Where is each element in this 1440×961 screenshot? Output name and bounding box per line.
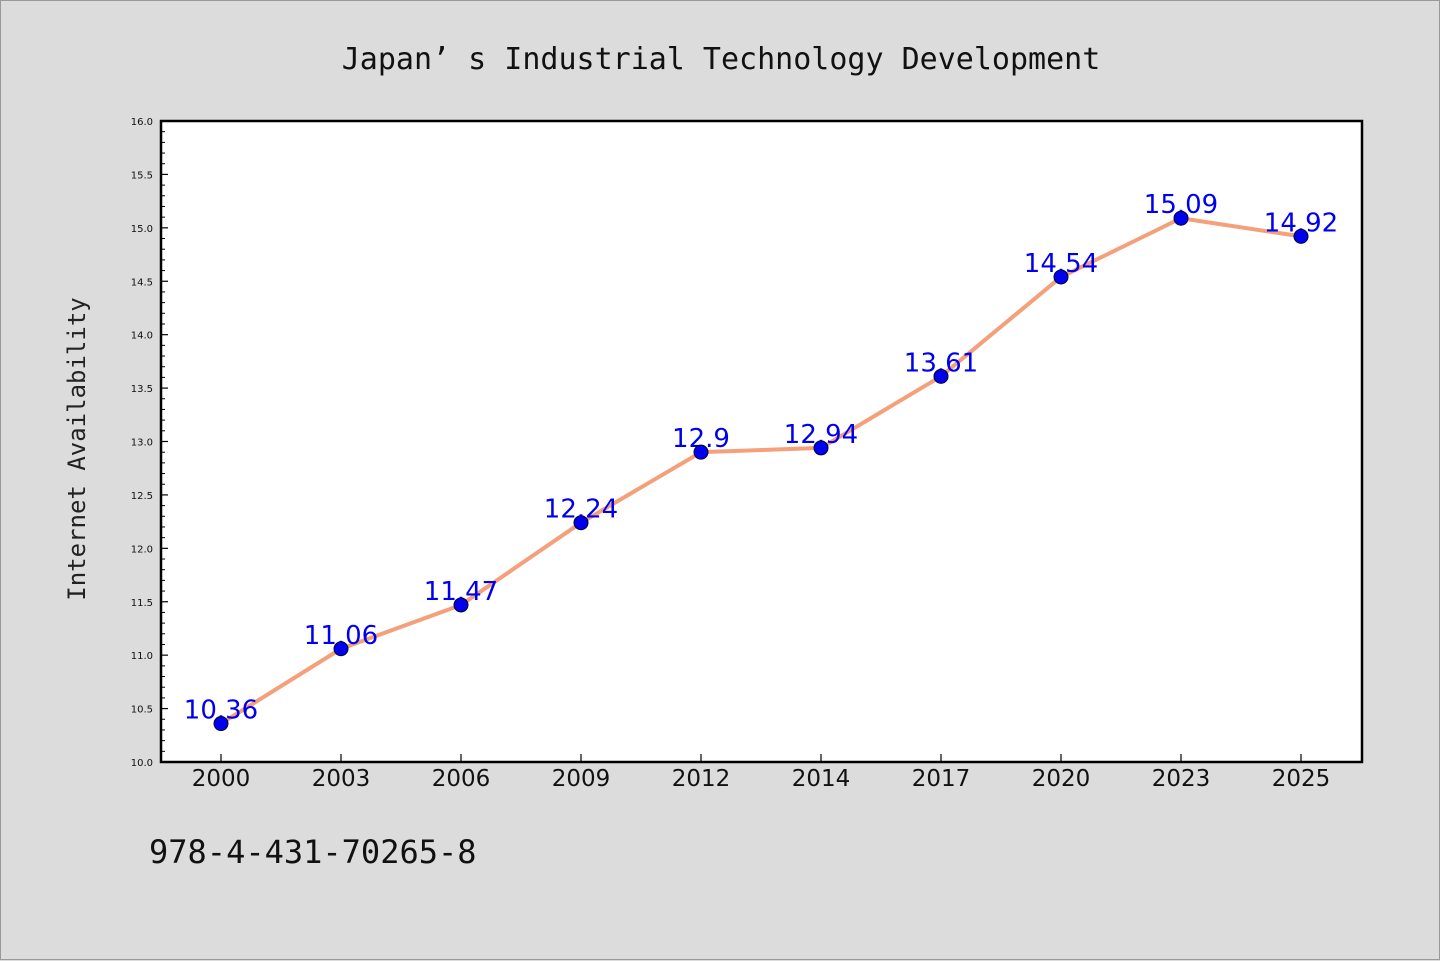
x-tick-label: 2012 — [672, 766, 731, 792]
x-tick-label: 2020 — [1032, 766, 1091, 792]
y-tick-label: 11.0 — [131, 651, 153, 662]
y-tick-label: 12.0 — [131, 544, 153, 555]
isbn-code: 978-4-431-70265-8 — [149, 833, 477, 871]
x-tick-label: 2006 — [432, 766, 491, 792]
y-tick-label: 11.5 — [131, 598, 153, 609]
y-axis-label: Internet Availability — [63, 297, 91, 600]
y-tick-label: 15.5 — [131, 170, 153, 181]
data-point — [693, 444, 709, 460]
data-point — [1293, 228, 1309, 244]
data-point — [573, 515, 589, 531]
data-point — [213, 716, 229, 732]
y-tick-label: 13.5 — [131, 384, 153, 395]
x-tick-label: 2025 — [1272, 766, 1331, 792]
series-line — [219, 216, 1302, 726]
x-tick-label: 2017 — [912, 766, 971, 792]
data-point — [933, 368, 949, 384]
y-tick-label: 10.0 — [131, 758, 153, 769]
x-tick-label: 2023 — [1152, 766, 1211, 792]
x-tick-label: 2009 — [552, 766, 611, 792]
data-point — [813, 440, 829, 456]
data-point — [1173, 210, 1189, 226]
data-point — [333, 641, 349, 657]
y-tick-label: 14.0 — [131, 331, 153, 342]
chart-title: Japan’ s Industrial Technology Developme… — [342, 42, 1101, 77]
x-tick-label: 2014 — [792, 766, 851, 792]
y-tick-label: 15.0 — [131, 224, 153, 235]
data-point — [453, 597, 469, 613]
data-point — [1053, 269, 1069, 285]
x-tick-label: 2000 — [192, 766, 251, 792]
y-tick-label: 10.5 — [131, 705, 153, 716]
y-tick-label: 16.0 — [131, 117, 153, 128]
y-tick-label: 12.5 — [131, 491, 153, 502]
chart-marks: 10.0 10.5 11.0 11.5 12.0 12.5 13.0 13.5 14.0 14.5… — [131, 117, 1338, 792]
x-tick-label: 2003 — [312, 766, 371, 792]
y-tick-label: 14.5 — [131, 277, 153, 288]
y-tick-label: 13.0 — [131, 438, 153, 449]
